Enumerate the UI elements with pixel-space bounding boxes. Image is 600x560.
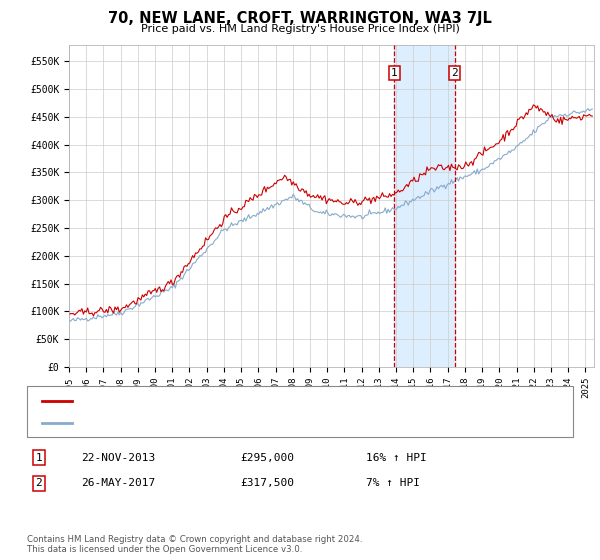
Text: £295,000: £295,000 [240, 452, 294, 463]
Text: HPI: Average price, detached house, Warrington: HPI: Average price, detached house, Warr… [78, 418, 348, 428]
Text: 70, NEW LANE, CROFT, WARRINGTON, WA3 7JL (detached house): 70, NEW LANE, CROFT, WARRINGTON, WA3 7JL… [78, 395, 413, 405]
Text: 7% ↑ HPI: 7% ↑ HPI [366, 478, 420, 488]
Text: Contains HM Land Registry data © Crown copyright and database right 2024.
This d: Contains HM Land Registry data © Crown c… [27, 535, 362, 554]
Bar [394, 45, 455, 367]
Text: £317,500: £317,500 [240, 478, 294, 488]
Text: 2: 2 [451, 68, 458, 77]
Text: 1: 1 [35, 452, 43, 463]
Text: 1: 1 [391, 68, 398, 77]
Text: Price paid vs. HM Land Registry's House Price Index (HPI): Price paid vs. HM Land Registry's House … [140, 24, 460, 34]
Text: 2: 2 [35, 478, 43, 488]
Text: 70, NEW LANE, CROFT, WARRINGTON, WA3 7JL: 70, NEW LANE, CROFT, WARRINGTON, WA3 7JL [108, 11, 492, 26]
Text: 16% ↑ HPI: 16% ↑ HPI [366, 452, 427, 463]
Text: 22-NOV-2013: 22-NOV-2013 [81, 452, 155, 463]
Text: 26-MAY-2017: 26-MAY-2017 [81, 478, 155, 488]
